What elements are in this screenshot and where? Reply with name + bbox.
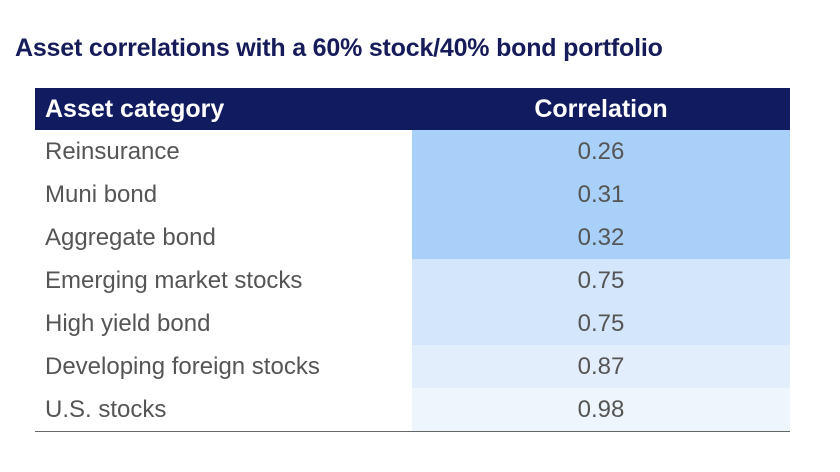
correlation-cell: 0.87 [412,345,790,388]
correlation-cell: 0.98 [412,388,790,431]
table-row: U.S. stocks 0.98 [35,388,790,432]
correlation-cell: 0.26 [412,130,790,173]
table-header: Asset category Correlation [35,88,790,130]
table-row: High yield bond 0.75 [35,302,790,345]
title: Asset correlations with a 60% stock/40% … [15,34,663,62]
table-row: Aggregate bond 0.32 [35,216,790,259]
asset-cell: Emerging market stocks [45,266,303,294]
table-row: Reinsurance 0.26 [35,130,790,173]
asset-cell: High yield bond [45,309,211,337]
asset-cell: U.S. stocks [45,395,167,423]
asset-cell: Muni bond [45,180,158,208]
asset-cell: Aggregate bond [45,223,216,251]
asset-cell: Developing foreign stocks [45,352,320,380]
correlation-cell: 0.75 [412,302,790,345]
header-cell: Correlation [534,94,668,123]
table-row: Muni bond 0.31 [35,173,790,216]
header-cell: Asset category [45,94,225,123]
table-row: Developing foreign stocks 0.87 [35,345,790,388]
correlation-cell: 0.31 [412,173,790,216]
correlation-cell: 0.75 [412,259,790,302]
table-row: Emerging market stocks 0.75 [35,259,790,302]
asset-cell: Reinsurance [45,137,180,165]
table: Asset category Correlation Reinsurance 0.… [35,88,790,432]
correlation-cell: 0.32 [412,216,790,259]
